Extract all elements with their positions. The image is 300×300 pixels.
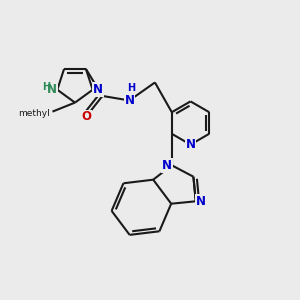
Text: N: N [47, 83, 57, 96]
Text: N: N [185, 138, 196, 151]
Text: N: N [124, 94, 134, 107]
Text: N: N [93, 83, 103, 96]
Text: H: H [127, 83, 135, 93]
Text: methyl: methyl [18, 109, 50, 118]
Text: O: O [81, 110, 91, 124]
Text: H: H [42, 82, 50, 92]
Text: N: N [162, 159, 172, 172]
Text: N: N [196, 195, 206, 208]
